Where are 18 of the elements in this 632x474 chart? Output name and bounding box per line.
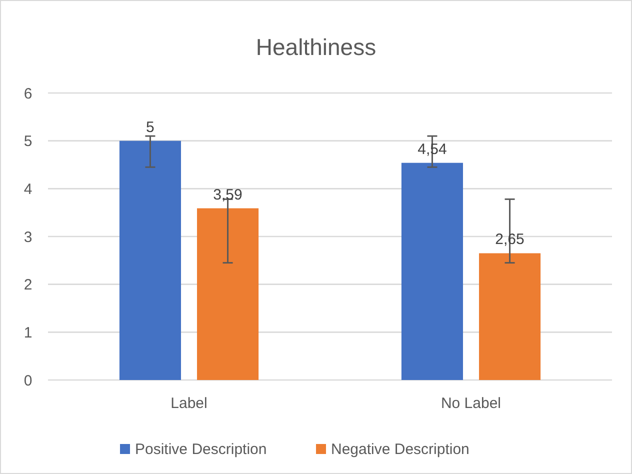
data-label: 5: [146, 118, 154, 136]
legend-label: Positive Description: [135, 441, 267, 458]
y-tick-label: 1: [24, 324, 32, 342]
y-tick-label: 5: [24, 133, 32, 150]
y-tick-label: 6: [24, 85, 32, 102]
legend-label: Negative Description: [331, 441, 470, 458]
y-tick-label: 3: [24, 228, 32, 246]
bar: [479, 253, 541, 380]
x-tick-label: Label: [170, 395, 208, 412]
y-tick-label: 4: [24, 180, 32, 198]
bar: [119, 140, 181, 380]
x-tick-label: No Label: [440, 395, 502, 412]
chart-title: Healthiness: [256, 34, 376, 60]
data-label: 3,59: [213, 186, 242, 204]
y-tick-label: 0: [24, 372, 32, 390]
bar: [197, 208, 259, 380]
bar: [401, 162, 463, 380]
y-tick-label: 2: [24, 276, 32, 294]
